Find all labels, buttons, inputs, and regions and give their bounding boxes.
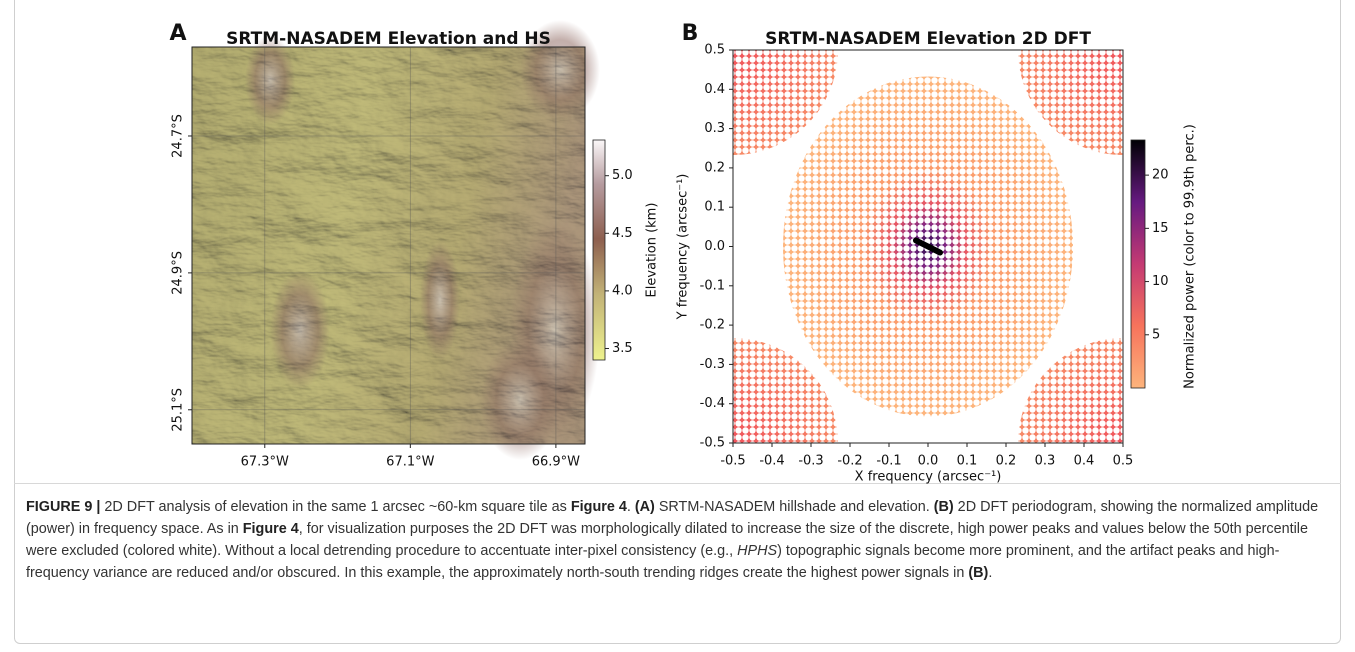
caption-text: SRTM-NASADEM hillshade and elevation. (654, 499, 934, 515)
corner-power (733, 338, 838, 443)
y-tick-label: -0.3 (700, 357, 725, 372)
caption-text: 2D DFT analysis of elevation in the same… (100, 499, 571, 515)
colorbar (1130, 139, 1146, 389)
y-tick-label: 0.3 (704, 121, 725, 136)
x-tick-label: 0.5 (1113, 454, 1134, 469)
caption-term: HPHS (737, 543, 778, 559)
y-tick-label: 0.0 (704, 239, 725, 254)
hillshade (192, 47, 585, 444)
plot-frame (191, 46, 586, 445)
peak-ridge (913, 237, 943, 256)
x-axis-label: X frequency (arcsec⁻¹) (855, 470, 1002, 485)
caption-text: , for visualization purposes the 2D DFT … (26, 521, 1308, 559)
figure-frame (14, 0, 1341, 644)
panel-label: B (682, 21, 699, 46)
caption-ref: Figure 4 (570, 499, 627, 515)
y-tick-label: 24.9°S (171, 251, 186, 295)
colorbar-tick-label: 5.0 (612, 168, 633, 183)
y-tick-label: -0.4 (700, 396, 725, 411)
colorbar-label: Normalized power (color to 99.9th perc.) (1183, 124, 1198, 389)
caption-text: 2D DFT periodogram, showing the normaliz… (26, 499, 1319, 537)
caption-text: . (626, 499, 635, 515)
x-tick-label: -0.3 (798, 454, 823, 469)
corner-power (1018, 50, 1123, 155)
map-image (192, 20, 600, 460)
y-axis-label: Y frequency (arcsec⁻¹) (676, 174, 691, 321)
x-tick-label: 0.1 (957, 454, 978, 469)
y-tick-label: 25.1°S (171, 388, 186, 432)
caption-ref: Figure 4 (242, 521, 299, 537)
x-tick-label: 0.4 (1074, 454, 1095, 469)
x-tick-label: 66.9°W (532, 455, 580, 470)
y-tick-label: 0.1 (704, 200, 725, 215)
caption-text: . (988, 565, 993, 581)
corner-power (1018, 338, 1123, 443)
x-tick-label: -0.4 (759, 454, 784, 469)
x-tick-label: -0.5 (720, 454, 745, 469)
colorbar-tick-label: 15 (1152, 221, 1169, 236)
panel-label: A (169, 21, 186, 46)
y-tick-label: 0.4 (704, 82, 725, 97)
colorbar (592, 139, 606, 361)
x-tick-label: -0.2 (837, 454, 862, 469)
y-tick-label: -0.1 (700, 278, 725, 293)
x-tick-label: 67.1°W (386, 455, 434, 470)
y-tick-label: -0.2 (700, 318, 725, 333)
x-tick-label: -0.1 (876, 454, 901, 469)
caption: FIGURE 9 | 2D DFT analysis of elevation … (26, 496, 1336, 584)
x-tick-label: 0.0 (918, 454, 939, 469)
corner-power (733, 50, 838, 155)
caption-ref: (A) (634, 499, 655, 515)
colorbar-label: Elevation (km) (645, 203, 660, 298)
separator (14, 483, 1341, 484)
y-tick-label: 0.2 (704, 160, 725, 175)
y-tick-label: 24.7°S (171, 114, 186, 158)
y-tick-label: 0.5 (704, 43, 725, 58)
colorbar-tick-label: 10 (1152, 274, 1169, 289)
x-tick-label: 67.3°W (241, 455, 289, 470)
colorbar-tick-label: 4.5 (612, 226, 633, 241)
x-tick-label: 0.2 (996, 454, 1017, 469)
caption-text: FIGURE 9 | (26, 499, 101, 515)
colorbar-tick-label: 4.0 (612, 283, 633, 298)
chart-title: SRTM-NASADEM Elevation 2D DFT (765, 29, 1091, 49)
caption-ref: (B) (968, 565, 989, 581)
y-tick-label: -0.5 (700, 436, 725, 451)
chart-title: SRTM-NASADEM Elevation and HS (226, 29, 551, 49)
caption-ref: (B) (933, 499, 954, 515)
colorbar-tick-label: 3.5 (612, 341, 633, 356)
colorbar-tick-label: 5 (1152, 327, 1160, 342)
caption-text: ) topographic signals become more promin… (26, 543, 1280, 581)
colorbar-tick-label: 20 (1152, 168, 1169, 183)
x-tick-label: 0.3 (1035, 454, 1056, 469)
figure: A SRTM-NASADEM Elevation and HS 67.3°W 67.1… (169, 20, 1198, 485)
